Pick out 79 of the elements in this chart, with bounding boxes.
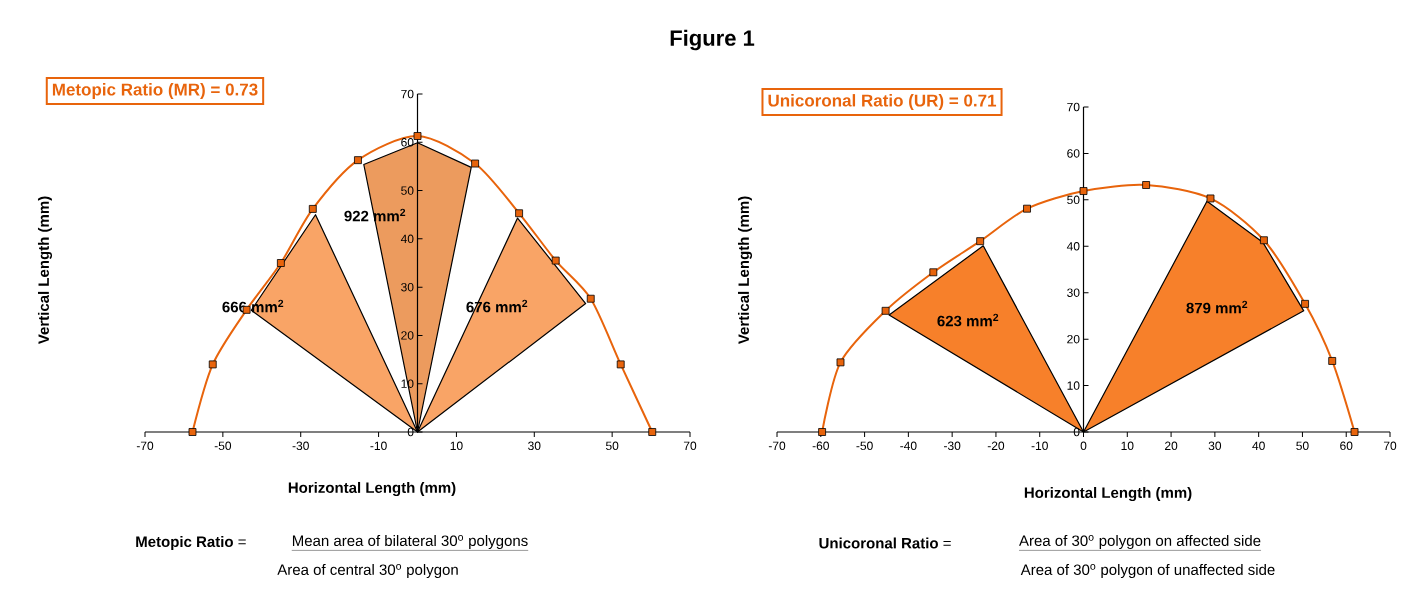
point <box>354 156 362 165</box>
x-tick-label: 60 <box>1340 441 1353 451</box>
x-tick-label: -30 <box>944 441 961 451</box>
point <box>276 259 285 267</box>
y-tick-label: 20 <box>1067 334 1080 344</box>
text: Area of central 30$^{o}$ polygon <box>277 563 458 578</box>
x-tick-label: -40 <box>900 441 917 451</box>
x-tick-label: -50 <box>856 441 873 451</box>
text: Metopic Ratio = <box>136 536 246 550</box>
point <box>471 159 480 168</box>
x-tick-label: -10 <box>370 441 387 451</box>
x-tick-label: -30 <box>292 441 309 451</box>
annotation: 879 mm$^{2}$ <box>1186 300 1248 314</box>
x-tick-label: 10 <box>450 441 463 451</box>
x-tick-label: 30 <box>528 441 541 451</box>
y-tick-label: 40 <box>400 234 414 244</box>
x-tick-label: 0 <box>1080 441 1087 451</box>
point <box>929 268 938 277</box>
caption: Figure 1 <box>670 29 755 51</box>
x-tick-label: -70 <box>136 441 154 451</box>
point <box>1301 299 1309 308</box>
point <box>616 360 625 369</box>
point <box>188 428 197 436</box>
text: Area of 30$^{o}$ polygon on affected side <box>1019 535 1261 549</box>
chart-title: Unicoronal Ratio (UR) = 0.71 <box>768 94 997 110</box>
x-tick-label: -50 <box>214 441 232 451</box>
y-tick-label: 60 <box>1067 149 1080 158</box>
point <box>648 428 657 436</box>
point <box>818 428 827 436</box>
point <box>1023 204 1031 213</box>
x-tick-label: 30 <box>1208 441 1222 451</box>
point <box>551 256 560 265</box>
y-tick-label: 40 <box>1066 242 1080 251</box>
point <box>413 132 422 140</box>
x-tick-label: 50 <box>605 441 619 451</box>
y-tick-label: 10 <box>401 379 414 388</box>
point <box>1142 181 1151 189</box>
y-tick-label: 30 <box>1067 288 1080 297</box>
y-tick-label: 0 <box>407 427 414 437</box>
annotation: 623 mm$^{2}$ <box>937 313 999 327</box>
y-axis-title: Vertical Length (mm) <box>737 196 753 345</box>
y-tick-label: 70 <box>401 89 414 99</box>
point <box>1206 194 1215 203</box>
y-tick-label: 50 <box>401 186 414 195</box>
point <box>1079 187 1088 195</box>
y-tick-label: 10 <box>1067 381 1080 390</box>
x-axis-title: Horizontal Length (mm) <box>288 481 456 497</box>
point <box>308 205 317 213</box>
point <box>208 360 217 369</box>
x-tick-label: -10 <box>1031 441 1048 451</box>
x-axis-title: Horizontal Length (mm) <box>1024 486 1192 502</box>
x-tick-label: -20 <box>987 441 1005 451</box>
x-tick-label: 50 <box>1296 441 1309 451</box>
x-tick-label: 10 <box>1121 441 1134 451</box>
point <box>515 209 524 218</box>
point <box>586 294 595 303</box>
x-tick-label: -70 <box>768 441 786 451</box>
x-tick-label: 70 <box>683 441 697 451</box>
chart-title: Metopic Ratio (MR) = 0.73 <box>52 83 258 99</box>
y-axis-title: Vertical Length (mm) <box>37 196 53 345</box>
x-tick-label: 70 <box>1383 441 1397 451</box>
x-tick-label: -60 <box>812 441 829 451</box>
point <box>1328 357 1337 365</box>
point <box>1350 428 1359 436</box>
y-tick-label: 70 <box>1067 102 1080 112</box>
x-tick-label: 40 <box>1252 441 1265 451</box>
point <box>836 358 845 367</box>
y-tick-label: 0 <box>1073 427 1080 437</box>
y-tick-label: 20 <box>401 331 414 340</box>
x-tick-label: 20 <box>1165 441 1178 451</box>
y-tick-label: 30 <box>401 282 414 292</box>
point <box>976 237 985 246</box>
text: Unicoronal Ratio = <box>819 537 951 549</box>
y-tick-label: 50 <box>1067 195 1080 205</box>
point <box>1260 236 1268 245</box>
y-tick-label: 60 <box>401 138 414 147</box>
point <box>881 306 890 315</box>
text: Mean area of bilateral 30$^{o}$ polygons <box>292 535 528 549</box>
text: Area of 30$^{o}$ polygon of unaffected side <box>1020 564 1275 578</box>
